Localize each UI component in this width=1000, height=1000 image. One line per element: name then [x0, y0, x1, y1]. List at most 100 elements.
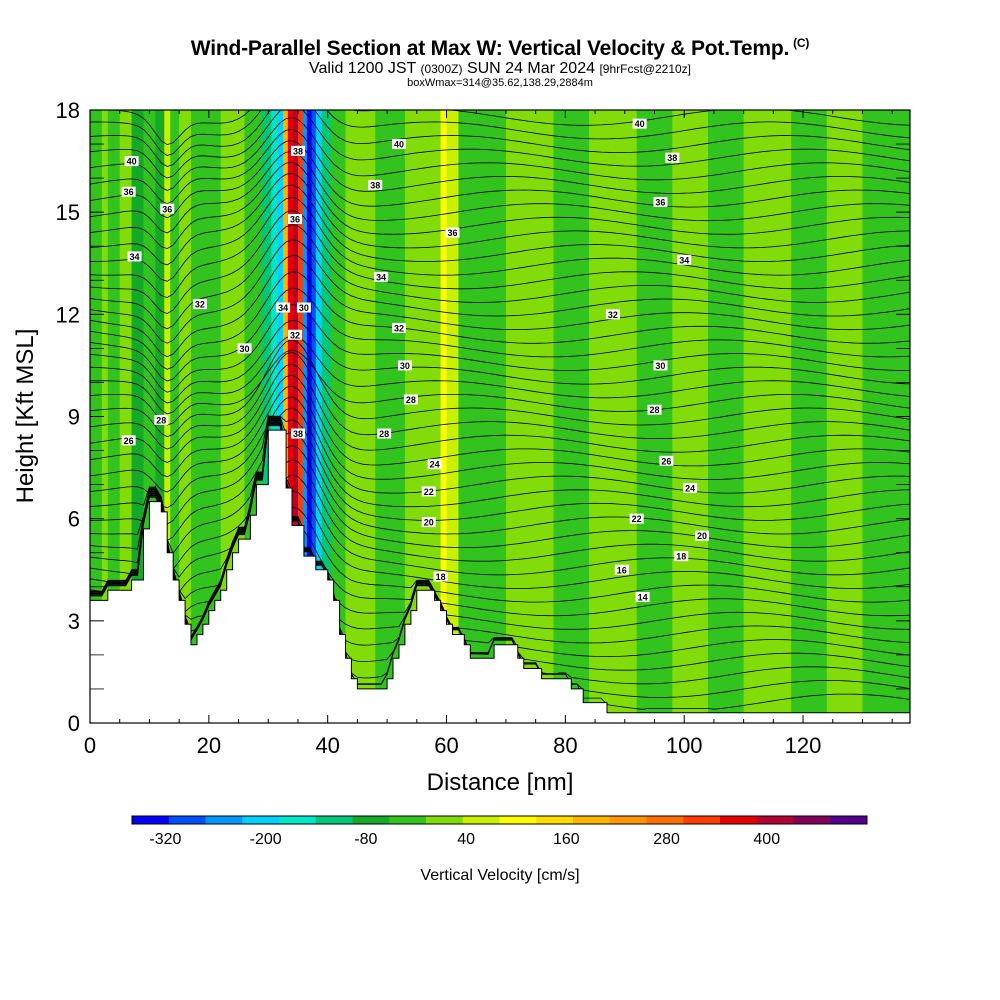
contour-label: 38	[370, 180, 380, 190]
y-tick-label: 15	[56, 200, 80, 225]
x-tick-label: 20	[197, 733, 221, 758]
contour-label: 34	[130, 252, 140, 262]
contour-label-background	[121, 435, 136, 446]
theta-contour-line	[90, 184, 910, 282]
theta-contour-line	[90, 396, 910, 509]
velocity-band	[293, 110, 299, 723]
x-tick-label: 80	[553, 733, 577, 758]
potential-temperature-contours	[90, 110, 910, 710]
colorbar-swatch	[279, 816, 317, 824]
contour-label-background	[677, 254, 692, 265]
velocity-band	[321, 110, 332, 723]
colorbar-swatch	[609, 816, 647, 824]
colorbar: -320 -200 -80 40 160 280 400	[131, 815, 868, 848]
subtitle-date: SUN 24 Mar 2024	[466, 60, 595, 77]
contour-label-background	[445, 227, 460, 238]
contour-label: 32	[290, 330, 300, 340]
y-axis-title: Height [Kft MSL]	[12, 329, 39, 504]
theta-contour-line	[90, 407, 910, 525]
y-tick-label: 6	[68, 507, 80, 532]
theta-contour-line	[90, 304, 910, 393]
y-tick-label: 3	[68, 609, 80, 634]
contour-label: 30	[655, 361, 665, 371]
contour-label: 34	[278, 303, 288, 313]
velocity-band	[505, 110, 554, 723]
colorbar-swatch	[132, 816, 170, 824]
contour-label: 22	[632, 514, 642, 524]
colorbar-swatch	[536, 816, 574, 824]
colorbar-frame	[131, 815, 868, 825]
colorbar-swatch	[573, 816, 611, 824]
contour-label-background	[632, 118, 647, 129]
theta-contour-line	[90, 161, 910, 250]
contour-label: 32	[394, 323, 404, 333]
colorbar-swatch	[315, 816, 353, 824]
contour-label: 38	[667, 153, 677, 163]
velocity-band	[101, 110, 109, 723]
contour-label-background	[288, 213, 302, 224]
contour-label: 32	[195, 300, 205, 310]
plot-area	[90, 110, 910, 723]
colorbar-swatch	[389, 816, 427, 824]
chart-title-text: Wind-Parallel Section at Max W: Vertical…	[190, 37, 790, 60]
theta-contour-line	[90, 172, 910, 266]
theta-contour-line	[90, 349, 910, 426]
velocity-band	[345, 110, 376, 723]
velocity-band	[119, 110, 133, 723]
velocity-band	[446, 110, 459, 723]
contour-label: 36	[162, 204, 172, 214]
contour-label-background	[290, 428, 305, 439]
velocity-band	[179, 110, 192, 723]
contour-label: 28	[156, 415, 166, 425]
contour-label-background	[433, 571, 448, 582]
theta-contour-line	[90, 417, 910, 578]
contour-label-background	[653, 196, 668, 207]
contour-label: 26	[124, 436, 134, 446]
contour-label-background	[276, 302, 291, 313]
contour-label: 40	[127, 157, 137, 167]
theta-contour-line	[90, 110, 910, 156]
velocity-band	[302, 110, 308, 723]
contour-label-background	[695, 530, 710, 541]
contour-label-background	[421, 517, 436, 528]
contour-label: 30	[299, 303, 309, 313]
contour-label-background	[127, 251, 142, 262]
x-tick-label: 60	[434, 733, 458, 758]
contour-label-background	[647, 404, 662, 415]
velocity-band	[743, 110, 792, 723]
theta-contour-line	[90, 151, 910, 234]
contour-label: 34	[376, 272, 386, 282]
contour-label: 36	[447, 228, 457, 238]
subtitle-utc-time: (0300Z)	[420, 62, 463, 76]
chart-subtitle: Valid 1200 JST (0300Z) SUN 24 Mar 2024 […	[0, 60, 1000, 78]
contour-label: 26	[661, 456, 671, 466]
colorbar-tick-label: 400	[753, 831, 780, 848]
theta-contour-line	[90, 335, 910, 415]
subtitle-forecast: [9hrFcst@2210z]	[599, 62, 692, 76]
colorbar-swatch	[646, 816, 684, 824]
colorbar-swatch	[756, 816, 794, 824]
velocity-band	[170, 110, 180, 723]
contour-label-background	[397, 360, 412, 371]
contour-label: 24	[430, 460, 440, 470]
contour-label: 22	[424, 487, 434, 497]
contour-label: 32	[608, 310, 618, 320]
theta-contour-line	[108, 110, 910, 146]
contour-label-background	[427, 459, 442, 470]
velocity-band	[672, 110, 709, 723]
contour-label-background	[605, 309, 620, 320]
contour-label-background	[614, 564, 629, 575]
theta-contour-line	[90, 287, 910, 382]
y-tick-label: 18	[56, 98, 80, 123]
theta-contour-line	[90, 385, 910, 493]
contour-label-background	[237, 343, 252, 354]
x-tick-label: 40	[315, 733, 339, 758]
velocity-band	[107, 110, 121, 723]
contour-label: 28	[379, 429, 389, 439]
theta-contour-line	[90, 418, 910, 593]
contour-label: 34	[679, 255, 689, 265]
contour-label-background	[154, 414, 169, 425]
velocity-band	[306, 110, 313, 723]
